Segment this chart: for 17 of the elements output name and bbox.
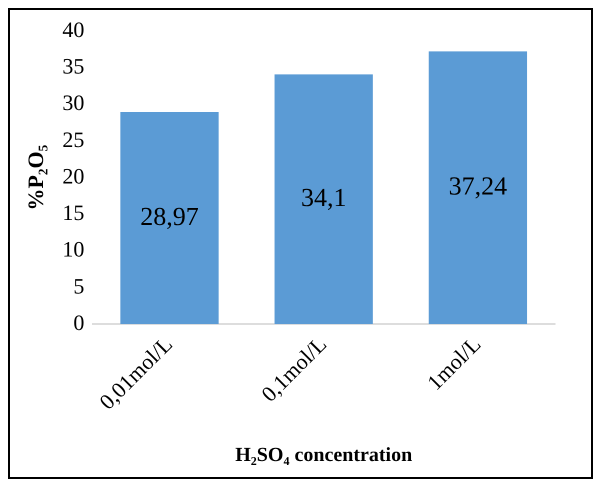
y-tick-label: 0 (73, 310, 84, 335)
y-tick-label: 15 (62, 200, 84, 226)
y-tick-label: 30 (62, 90, 84, 116)
y-tick-label: 20 (62, 163, 84, 188)
x-axis-title: H₂SO₄ concentration (235, 444, 412, 466)
y-tick-label: 25 (62, 126, 84, 152)
data-label: 28,97 (140, 202, 199, 231)
data-label: 37,24 (448, 172, 508, 201)
y-tick-label: 10 (62, 236, 84, 262)
bar (428, 51, 528, 324)
y-tick-label: 40 (62, 16, 84, 42)
bar (274, 74, 373, 324)
y-tick-label: 5 (73, 273, 84, 298)
y-axis-title: %P₂O₅ (22, 144, 48, 211)
data-label: 34,1 (300, 183, 346, 212)
y-tick-label: 35 (62, 54, 84, 79)
bar (120, 112, 219, 324)
